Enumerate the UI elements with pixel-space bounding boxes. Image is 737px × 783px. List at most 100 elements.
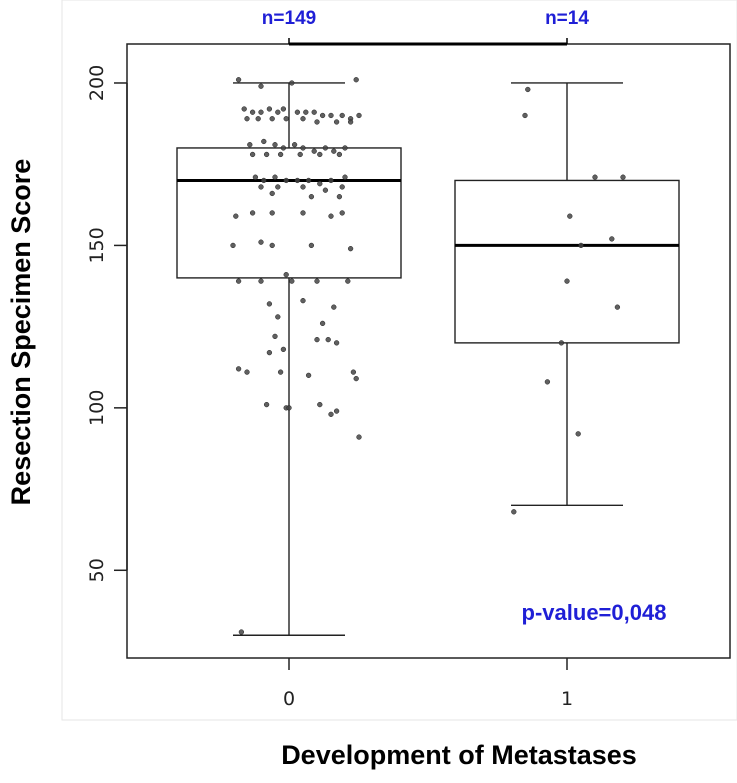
data-point (525, 86, 531, 93)
data-point (336, 151, 343, 158)
jitter-points (230, 77, 626, 635)
data-point (328, 177, 334, 184)
data-point (347, 119, 354, 125)
data-point (322, 145, 329, 151)
data-point (300, 184, 306, 190)
data-point (272, 333, 278, 340)
data-point (249, 210, 256, 216)
data-point (266, 349, 273, 356)
data-point (230, 242, 236, 249)
data-point (258, 239, 264, 245)
data-point (235, 366, 242, 372)
data-point (319, 112, 326, 119)
data-point (319, 320, 326, 327)
data-point (291, 142, 298, 148)
iqr-box (454, 179, 680, 344)
data-point (317, 181, 323, 187)
data-point (328, 213, 334, 219)
plot-border (126, 43, 731, 659)
data-point (308, 194, 315, 200)
data-point (289, 80, 295, 86)
data-point (322, 187, 329, 193)
data-point (511, 509, 517, 515)
p-value-annotation: p-value=0,048 (522, 600, 667, 625)
data-point (297, 151, 303, 158)
data-point (258, 109, 264, 115)
box-group-1 (454, 82, 680, 507)
data-point (294, 177, 301, 184)
data-point (614, 304, 621, 310)
data-point (333, 408, 340, 414)
data-point (317, 401, 323, 408)
data-point (272, 142, 278, 148)
data-point (342, 174, 348, 180)
data-point (280, 346, 287, 353)
data-point (269, 116, 275, 122)
data-point (558, 340, 565, 346)
data-point (333, 340, 340, 346)
data-point (353, 77, 359, 83)
y-tick-label: 200 (86, 65, 108, 101)
n-label-group-0: n=149 (262, 8, 316, 29)
y-axis: 50 100 150 200 (86, 65, 128, 582)
data-point (258, 83, 264, 89)
data-point (263, 151, 270, 158)
data-point (356, 112, 362, 119)
data-point (578, 242, 584, 249)
data-point (305, 177, 312, 184)
data-point (303, 109, 309, 115)
y-tick-label: 50 (86, 558, 108, 582)
iqr-box (176, 147, 402, 279)
data-point (314, 119, 320, 125)
data-point (522, 112, 528, 119)
data-point (283, 116, 289, 122)
data-point (280, 145, 287, 151)
data-point (275, 109, 281, 115)
data-point (353, 375, 359, 382)
data-point (261, 177, 267, 184)
data-point (317, 151, 323, 158)
outer-frame (61, 0, 737, 721)
data-point (305, 372, 312, 379)
data-point (311, 109, 317, 115)
data-point (289, 278, 295, 284)
significance-bracket (288, 38, 568, 46)
data-point (342, 145, 348, 151)
data-point (564, 278, 570, 284)
data-point (275, 184, 281, 190)
data-point (331, 148, 337, 154)
data-point (347, 246, 354, 252)
data-point (300, 297, 306, 304)
data-point (269, 242, 275, 249)
data-point (609, 236, 615, 242)
data-point (258, 278, 264, 284)
data-point (249, 109, 256, 115)
data-point (241, 106, 247, 112)
data-point (244, 116, 250, 122)
y-tick-label: 100 (86, 390, 108, 426)
x-tick-label: 1 (561, 688, 573, 710)
data-point (300, 210, 306, 216)
data-point (339, 184, 345, 190)
n-label-group-1: n=14 (545, 8, 589, 29)
data-point (233, 213, 239, 219)
data-point (244, 369, 250, 375)
data-point (269, 210, 275, 216)
data-point (272, 174, 278, 180)
data-point (235, 77, 242, 83)
data-point (567, 213, 573, 219)
data-point (294, 109, 301, 115)
data-point (308, 242, 315, 249)
data-point (339, 112, 345, 119)
data-point (333, 119, 340, 125)
data-point (356, 434, 362, 440)
data-point (266, 301, 273, 307)
data-point (336, 194, 343, 200)
data-point (235, 278, 242, 284)
data-point (283, 272, 289, 278)
data-point (263, 401, 270, 408)
data-point (575, 431, 581, 437)
data-point (328, 411, 334, 417)
data-point (247, 142, 253, 148)
